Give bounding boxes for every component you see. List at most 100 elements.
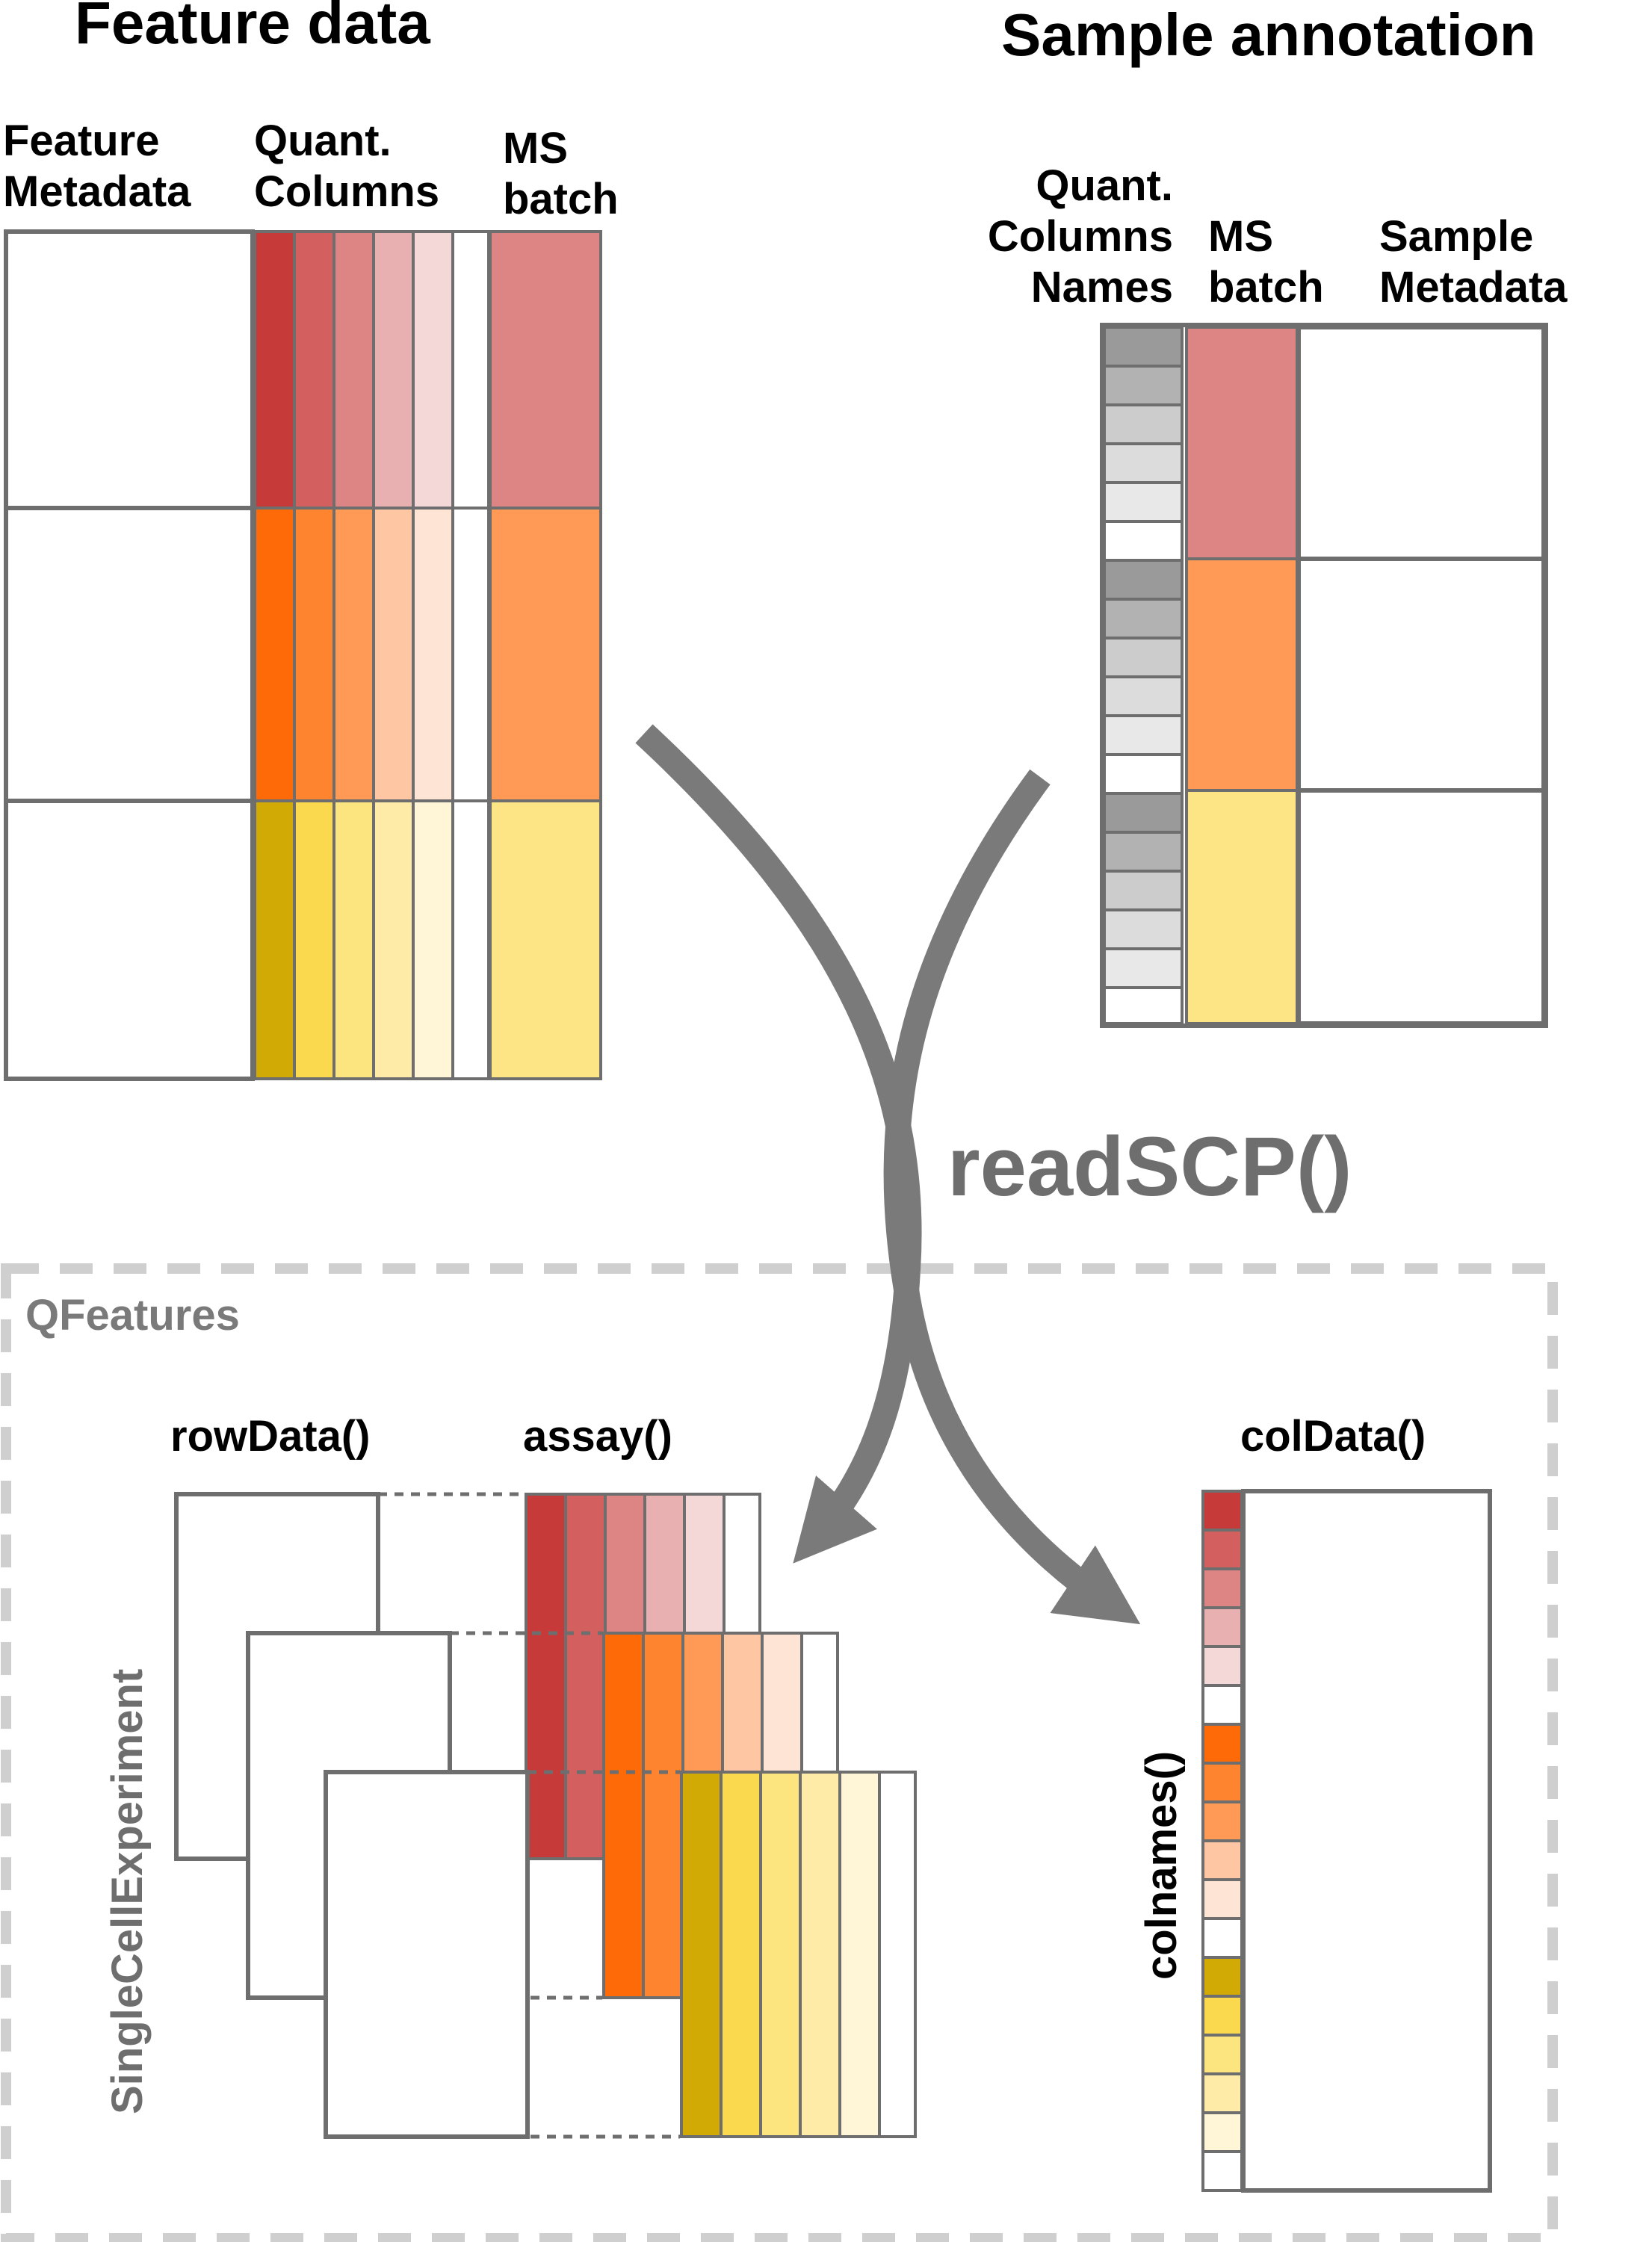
- ms-batch-block-1: [489, 230, 602, 510]
- quant-columns-label-line2: Columns: [254, 167, 439, 216]
- sample-metadata-block-3: [1296, 788, 1546, 1026]
- sample-metadata-block-2: [1296, 557, 1546, 793]
- name-cell-b1-6: [1103, 520, 1184, 562]
- colname-cell-1: [1201, 1490, 1243, 1532]
- sample-annotation-outline: [1100, 323, 1548, 1028]
- quant-columns-label-line1: Quant.: [254, 117, 392, 165]
- ms-batch-block-3: [489, 799, 602, 1080]
- feature-data-panel: Feature data Feature Metadata Quant. Col…: [3, 0, 619, 1081]
- quant-names-label-line3: Names: [1031, 263, 1173, 312]
- quant-col-b3-6: [451, 799, 490, 1080]
- name-cell-b3-3: [1103, 870, 1184, 911]
- name-cell-b1-4: [1103, 442, 1184, 484]
- quant-col-b3-3: [332, 799, 375, 1080]
- name-cell-b3-2: [1103, 831, 1184, 873]
- colnames-label: colnames(): [1137, 1751, 1186, 1980]
- colname-cell-15: [1201, 2034, 1243, 2075]
- quant-names-label-line2: Columns: [988, 212, 1173, 261]
- quant-col-b2-2: [293, 507, 335, 802]
- feature-metadata-label-line1: Feature: [3, 117, 160, 165]
- colname-cell-3: [1201, 1567, 1243, 1609]
- colname-cell-2: [1201, 1529, 1243, 1570]
- name-cell-b2-2: [1103, 598, 1184, 640]
- colname-cell-11: [1201, 1878, 1243, 1920]
- ms-batch-label-line2: batch: [503, 175, 619, 223]
- colname-cell-6: [1201, 1684, 1243, 1726]
- quant-col-b2-5: [412, 507, 454, 802]
- quant-col-b1-3: [332, 230, 375, 510]
- ms-batch-label-line1: MS: [503, 124, 568, 173]
- colname-cell-4: [1201, 1606, 1243, 1648]
- name-cell-b2-1: [1103, 559, 1184, 601]
- assay-3-col-3: [759, 1771, 802, 2138]
- arrow-annotation-to-coldata: [883, 769, 1141, 1625]
- colname-cell-7: [1201, 1723, 1243, 1765]
- feature-metadata-block-batch3: [4, 799, 255, 1081]
- ms-batch-block-2: [489, 507, 602, 802]
- assay-3-col-1: [680, 1771, 723, 2138]
- quant-col-b2-3: [332, 507, 375, 802]
- quant-col-b3-4: [372, 799, 415, 1080]
- quant-col-b2-1: [253, 507, 296, 802]
- name-cell-b3-5: [1103, 947, 1184, 989]
- colname-cell-13: [1201, 1956, 1243, 1998]
- name-cell-b2-3: [1103, 637, 1184, 678]
- coldata-block: [1241, 1489, 1492, 2193]
- qfeatures-dashed-border: [1, 1263, 1558, 2242]
- colname-cell-14: [1201, 1995, 1243, 2037]
- sample-metadata-label-line2: Metadata: [1379, 263, 1568, 312]
- colnames-stack: [1201, 1490, 1243, 2192]
- name-cell-b2-5: [1103, 714, 1184, 756]
- name-cell-b2-4: [1103, 675, 1184, 717]
- arrow-feature-to-assay: [635, 724, 922, 1564]
- quant-col-b1-2: [293, 230, 335, 510]
- qfeatures-container: QFeatures rowData() assay() colData() Si…: [1, 1263, 1558, 2242]
- rowdata-label: rowData(): [170, 1412, 370, 1461]
- sample-ms-batch-2: [1185, 557, 1299, 792]
- quant-col-b1-1: [253, 230, 296, 510]
- colname-cell-17: [1201, 2111, 1243, 2153]
- singlecellexperiment-label: SingleCellExperiment: [103, 1669, 152, 2114]
- name-cell-b3-1: [1103, 792, 1184, 834]
- colname-cell-9: [1201, 1800, 1243, 1842]
- assay-3-col-2: [720, 1771, 762, 2138]
- readscp-function-label: readSCP(): [947, 1120, 1352, 1213]
- name-cell-b3-4: [1103, 908, 1184, 950]
- sample-ms-batch-label-line1: MS: [1208, 212, 1273, 261]
- assay-3-col-5: [838, 1771, 881, 2138]
- sample-ms-batch-label-line2: batch: [1208, 263, 1324, 312]
- name-cell-b1-2: [1103, 365, 1184, 406]
- name-cell-b3-6: [1103, 986, 1184, 1025]
- colname-cell-12: [1201, 1917, 1243, 1959]
- sample-metadata-label-line1: Sample: [1379, 212, 1533, 261]
- quant-col-b1-4: [372, 230, 415, 510]
- rowdata-block-3: [324, 1770, 530, 2139]
- feature-data-title: Feature data: [75, 0, 430, 56]
- quant-col-b2-6: [451, 507, 490, 802]
- name-cell-b1-5: [1103, 481, 1184, 523]
- quant-col-b3-5: [412, 799, 454, 1080]
- quant-names-label-line1: Quant.: [1036, 161, 1173, 210]
- sample-annotation-title: Sample annotation: [1001, 1, 1536, 68]
- feature-metadata-label-line2: Metadata: [3, 167, 191, 216]
- sce-layer-3: [324, 1770, 917, 2139]
- colname-cell-8: [1201, 1762, 1243, 1803]
- quant-col-b1-6: [451, 230, 490, 510]
- feature-metadata-block-batch1: [4, 229, 255, 510]
- name-cell-b1-3: [1103, 403, 1184, 445]
- assay-3-col-6: [878, 1771, 917, 2138]
- assay-label: assay(): [523, 1412, 672, 1461]
- colname-cell-5: [1201, 1645, 1243, 1687]
- colname-cell-18: [1201, 2150, 1243, 2192]
- assay-1-col-1: [525, 1493, 567, 1860]
- sample-metadata-block-1: [1296, 325, 1546, 561]
- assay-1-col-2: [564, 1493, 607, 1860]
- assay-3-col-4: [799, 1771, 841, 2138]
- name-cell-b1-1: [1103, 326, 1184, 368]
- quant-col-b2-4: [372, 507, 415, 802]
- qfeatures-label: QFeatures: [25, 1291, 240, 1340]
- assay-2-col-2: [642, 1632, 684, 1999]
- quant-column-names-stack: [1103, 326, 1184, 1025]
- colname-cell-10: [1201, 1839, 1243, 1881]
